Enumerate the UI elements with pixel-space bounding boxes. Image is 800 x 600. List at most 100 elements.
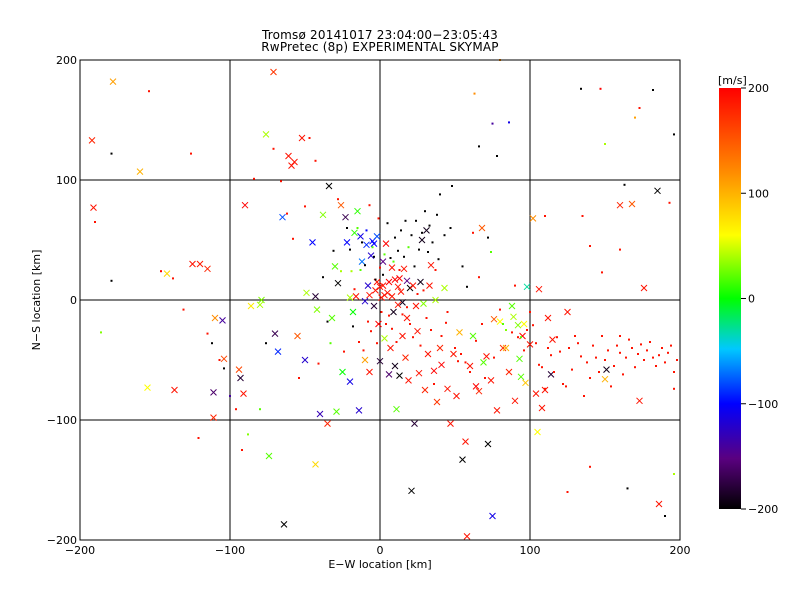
data-point-dot bbox=[670, 344, 672, 347]
data-point-dot bbox=[667, 351, 669, 354]
data-point-dot bbox=[241, 449, 243, 451]
data-point-x bbox=[462, 438, 469, 445]
data-point-x bbox=[444, 385, 451, 393]
data-point-x bbox=[514, 321, 522, 329]
data-point-x bbox=[411, 420, 418, 427]
data-point-x bbox=[483, 353, 490, 360]
data-point-x bbox=[526, 341, 534, 348]
data-point-dot bbox=[523, 349, 525, 352]
data-point-dot bbox=[353, 288, 356, 291]
data-point-dot bbox=[383, 253, 386, 256]
data-point-dot bbox=[493, 356, 495, 359]
data-point-dot bbox=[673, 387, 675, 390]
data-point-x bbox=[403, 314, 411, 322]
data-point-x bbox=[343, 239, 351, 246]
data-point-dot bbox=[454, 347, 456, 349]
y-tick-label: −100 bbox=[47, 414, 77, 427]
data-point-x bbox=[541, 386, 549, 394]
data-point-dot bbox=[583, 395, 585, 397]
x-axis-label: E−W location [km] bbox=[328, 558, 431, 571]
data-point-x bbox=[366, 368, 373, 376]
data-point-dot bbox=[451, 185, 453, 187]
data-point-dot bbox=[461, 265, 464, 268]
data-point-x bbox=[316, 410, 324, 418]
data-point-dot bbox=[562, 383, 564, 385]
data-point-x bbox=[88, 137, 96, 144]
data-point-x bbox=[475, 387, 483, 395]
data-point-dot bbox=[292, 237, 294, 240]
data-point-x bbox=[544, 314, 552, 322]
data-point-dot bbox=[604, 143, 606, 145]
data-point-dot bbox=[613, 365, 615, 367]
data-point-dot bbox=[433, 383, 435, 385]
data-point-dot bbox=[664, 515, 666, 517]
data-point-x bbox=[640, 284, 648, 292]
data-point-x bbox=[373, 233, 381, 240]
data-point-dot bbox=[421, 231, 423, 234]
data-point-dot bbox=[361, 241, 363, 244]
colorbar-ticks: 200 100 0 −100 −200 bbox=[741, 82, 778, 516]
data-point-x bbox=[220, 355, 228, 363]
axis-ticks: −200 −100 0 100 200 −200 −100 0 100 200 bbox=[47, 54, 691, 557]
data-point-dot bbox=[473, 92, 476, 95]
data-point-x bbox=[312, 293, 319, 300]
data-point-x bbox=[298, 134, 306, 142]
data-point-x bbox=[376, 357, 384, 365]
data-point-x bbox=[109, 78, 117, 85]
data-point-x bbox=[532, 390, 540, 397]
data-point-dot bbox=[478, 276, 480, 279]
x-tick-label: 0 bbox=[377, 544, 384, 557]
data-point-dot bbox=[646, 349, 648, 352]
data-point-dot bbox=[673, 371, 675, 373]
data-point-dot bbox=[496, 155, 498, 157]
data-point-x bbox=[325, 182, 333, 190]
data-point-dot bbox=[566, 491, 569, 493]
data-point-dot bbox=[601, 271, 603, 274]
data-point-x bbox=[508, 302, 516, 310]
data-point-x bbox=[237, 374, 244, 382]
data-point-x bbox=[394, 283, 402, 291]
data-point-x bbox=[516, 355, 523, 363]
data-point-dot bbox=[472, 231, 474, 234]
data-point-x bbox=[427, 261, 435, 269]
data-point-x bbox=[366, 291, 373, 299]
data-point-x bbox=[510, 313, 517, 321]
data-point-x bbox=[636, 397, 643, 405]
data-point-dot bbox=[229, 395, 231, 397]
data-point-dot bbox=[565, 385, 567, 388]
data-point-x bbox=[328, 314, 336, 322]
data-point-x bbox=[346, 294, 354, 301]
data-point-dot bbox=[418, 248, 420, 251]
data-point-dot bbox=[94, 221, 96, 223]
data-point-dot bbox=[392, 260, 395, 263]
data-point-x bbox=[342, 213, 349, 221]
data-point-dot bbox=[434, 269, 437, 271]
data-point-x bbox=[339, 368, 346, 376]
data-point-x bbox=[346, 378, 354, 385]
data-point-x bbox=[523, 283, 531, 291]
data-point-dot bbox=[364, 264, 366, 267]
data-point-dot bbox=[400, 229, 402, 232]
data-point-x bbox=[472, 383, 480, 390]
data-point-x bbox=[628, 200, 636, 208]
data-point-x bbox=[489, 512, 496, 520]
data-point-x bbox=[655, 500, 663, 508]
data-point-dot bbox=[520, 336, 522, 339]
data-point-x bbox=[241, 201, 249, 209]
data-point-x bbox=[394, 301, 402, 309]
data-point-x bbox=[385, 371, 393, 378]
data-point-x bbox=[405, 377, 412, 384]
data-point-dot bbox=[589, 377, 591, 379]
data-point-x bbox=[415, 369, 423, 377]
data-point-x bbox=[361, 356, 369, 364]
data-point-x bbox=[301, 356, 309, 364]
data-point-x bbox=[313, 306, 321, 313]
data-point-x bbox=[258, 296, 265, 304]
data-point-dot bbox=[211, 342, 213, 345]
data-point-dot bbox=[218, 359, 221, 361]
data-point-x bbox=[420, 300, 427, 307]
data-point-dot bbox=[349, 248, 351, 251]
colorbar-tick-label: 200 bbox=[748, 82, 769, 95]
x-tick-label: 200 bbox=[670, 544, 691, 557]
data-point-dot bbox=[356, 227, 359, 229]
